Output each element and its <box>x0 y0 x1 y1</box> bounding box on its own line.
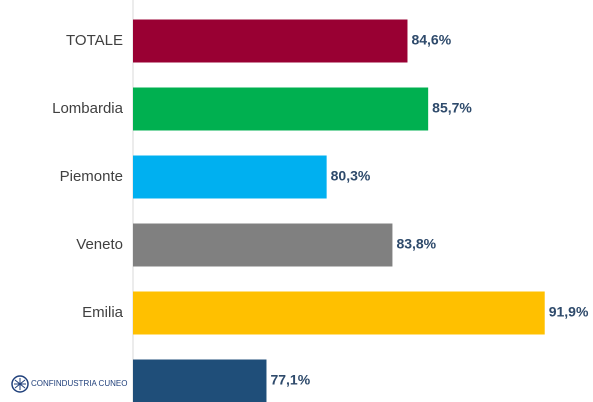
value-label: 83,8% <box>396 236 436 252</box>
bar <box>133 223 393 267</box>
bar <box>133 155 327 199</box>
logo-icon <box>11 375 29 393</box>
y-tick-label: TOTALE <box>66 32 123 49</box>
y-tick-label: Piemonte <box>60 168 123 185</box>
logo: CONFINDUSTRIA CUNEO <box>11 375 127 393</box>
bar <box>133 87 429 131</box>
bar <box>133 359 267 402</box>
value-label: 80,3% <box>331 168 371 184</box>
value-label: 85,7% <box>432 100 472 116</box>
value-label: 84,6% <box>411 32 451 48</box>
y-tick-label: Emilia <box>82 304 123 321</box>
bar <box>133 291 545 335</box>
value-label: 91,9% <box>549 304 589 320</box>
bar <box>133 19 408 63</box>
logo-icon-lines <box>14 378 26 390</box>
y-tick-label: Veneto <box>76 236 123 253</box>
value-label: 77,1% <box>270 372 310 388</box>
logo-text: CONFINDUSTRIA CUNEO <box>31 379 127 388</box>
y-tick-label: Lombardia <box>52 100 124 117</box>
